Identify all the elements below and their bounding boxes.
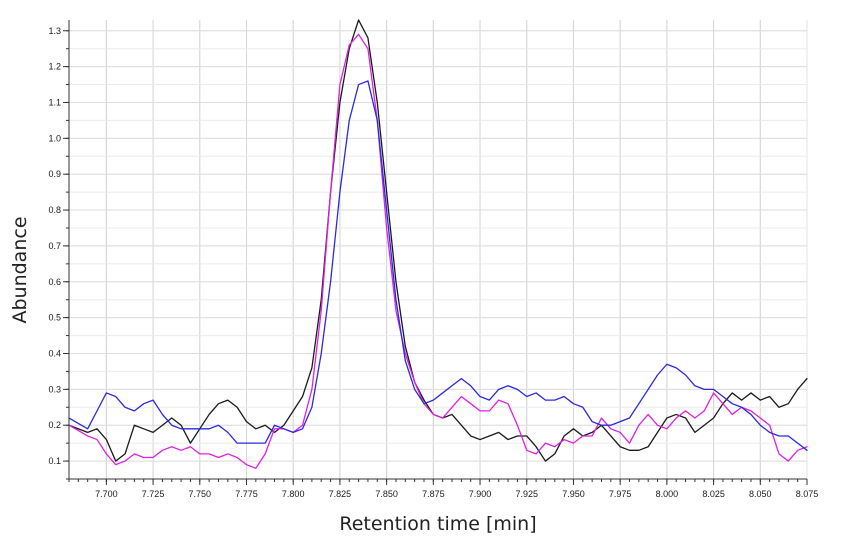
series-lines [68, 19, 808, 469]
x-tick-label: 7.825 [329, 489, 352, 499]
y-tick-label: 0.6 [48, 277, 61, 287]
x-axis-title: Retention time [min] [339, 513, 536, 535]
x-tick-labels: 7.700 7.725 7.750 7.775 7.800 7.825 7.850 7.875… [95, 489, 818, 499]
y-tick-label: 1.1 [48, 97, 61, 107]
series-line-2 [68, 33, 808, 469]
y-tick-label: 0.4 [48, 348, 61, 358]
y-tick-label: 0.8 [48, 205, 61, 215]
x-tick-label: 8.025 [702, 489, 725, 499]
x-tick-label: 7.900 [469, 489, 492, 499]
series-line-3 [68, 80, 808, 451]
x-tick-label: 7.700 [95, 489, 118, 499]
y-tick-label: 0.1 [48, 456, 61, 466]
y-tick-label: 1.2 [48, 62, 61, 72]
y-tick-labels: 0.1 0.2 0.3 0.4 0.5 0.6 0.7 0.8 0.9 1.0 1.1 1.2 1.3 [48, 26, 61, 466]
y-tick-label: 0.7 [48, 241, 61, 251]
x-tick-label: 7.800 [282, 489, 305, 499]
y-tick-label: 0.3 [48, 384, 61, 394]
x-tick-label: 7.775 [235, 489, 258, 499]
grid-lines [69, 20, 808, 480]
series-line-1 [68, 19, 808, 462]
x-tick-label: 7.850 [375, 489, 398, 499]
x-tick-label: 7.725 [142, 489, 165, 499]
x-tick-label: 7.750 [189, 489, 212, 499]
y-tick-label: 0.9 [48, 169, 61, 179]
y-tick-label: 0.2 [48, 420, 61, 430]
y-tick-label: 0.5 [48, 313, 61, 323]
x-tick-label: 7.975 [609, 489, 632, 499]
y-axis-title: Abundance [9, 216, 31, 323]
x-tick-label: 7.950 [562, 489, 585, 499]
x-tick-label: 8.050 [749, 489, 772, 499]
y-tick-label: 1.0 [48, 133, 61, 143]
x-tick-label: 8.000 [656, 489, 679, 499]
axes [63, 20, 808, 485]
x-tick-label: 7.925 [515, 489, 538, 499]
x-tick-label: 7.875 [422, 489, 445, 499]
x-tick-label: 8.075 [796, 489, 819, 499]
y-tick-label: 1.3 [48, 26, 61, 36]
